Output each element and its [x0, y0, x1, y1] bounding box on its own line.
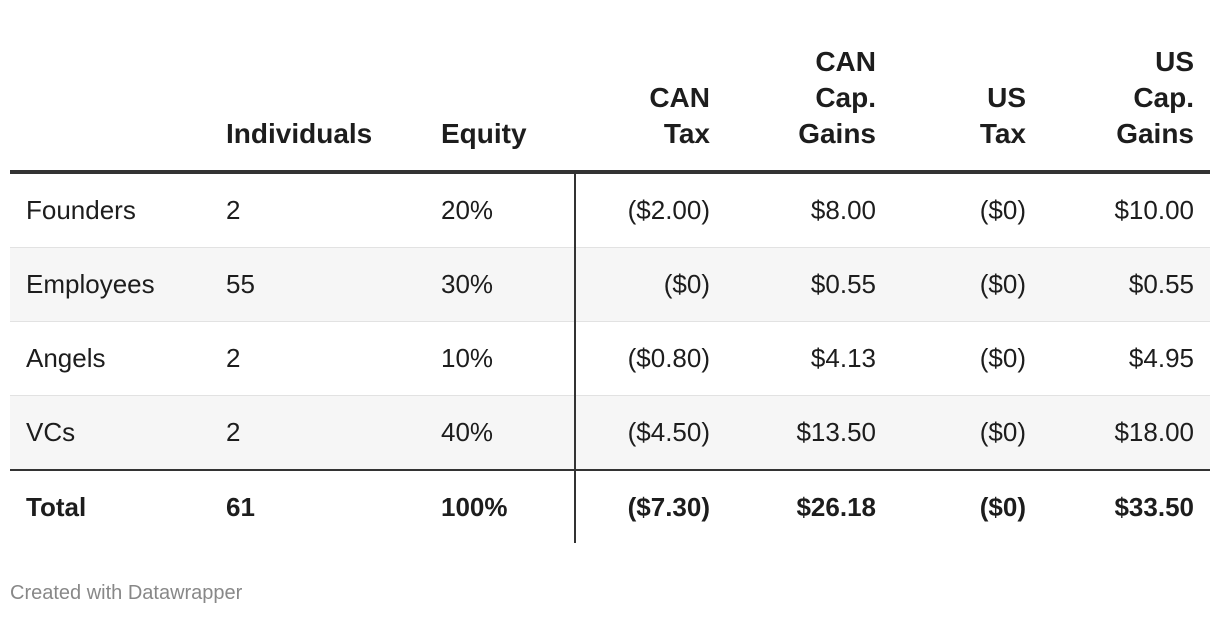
- cell-group: Employees: [10, 247, 210, 322]
- cell-can-tax: ($2.00): [574, 172, 726, 248]
- total-us-cap-gains: $33.50: [1114, 491, 1194, 522]
- data-table: Individuals Equity CAN Tax CAN Cap. Gain…: [10, 44, 1210, 543]
- header-line: Equity: [441, 118, 527, 149]
- table-row: Founders 2 20% ($2.00) $8.00 ($0) $10.00: [10, 172, 1210, 248]
- cell-can-cap-gains: $13.50: [726, 395, 892, 471]
- datawrapper-credit: Created with Datawrapper: [10, 582, 243, 604]
- header-line: Cap.: [1133, 82, 1194, 113]
- header-line: Gains: [1116, 118, 1194, 149]
- header-equity: Equity: [425, 44, 575, 174]
- header-line: US: [1155, 46, 1194, 77]
- cell-us-tax: ($0): [892, 321, 1042, 396]
- table-body: Founders 2 20% ($2.00) $8.00 ($0) $10.00…: [10, 172, 1210, 471]
- table-row: VCs 2 40% ($4.50) $13.50 ($0) $18.00: [10, 395, 1210, 471]
- header-line: Individuals: [226, 118, 373, 149]
- cell-us-tax: ($0): [892, 395, 1042, 471]
- cell-individuals: 55: [210, 247, 425, 322]
- cell-individuals: 2: [210, 321, 425, 396]
- header-individuals: Individuals: [210, 44, 425, 174]
- cell-can-tax: ($4.50): [574, 395, 726, 471]
- cell-equity: 40%: [425, 395, 575, 471]
- cell-group: VCs: [10, 395, 210, 471]
- total-row: Total 61 100% ($7.30) $26.18 ($0) $33.50: [10, 470, 1210, 543]
- header-line: Tax: [663, 118, 710, 149]
- data-table-container: Individuals Equity CAN Tax CAN Cap. Gain…: [10, 44, 1210, 543]
- cell-equity: 30%: [425, 247, 575, 322]
- cell-us-cap-gains: $0.55: [1042, 247, 1210, 322]
- cell-us-cap-gains: $18.00: [1042, 395, 1210, 471]
- total-label: Total: [26, 491, 87, 522]
- header-row: Individuals Equity CAN Tax CAN Cap. Gain…: [10, 44, 1210, 174]
- header-line: US: [987, 82, 1026, 113]
- header-us-cap-gains: US Cap. Gains: [1042, 44, 1210, 174]
- header-line: Cap.: [815, 82, 876, 113]
- cell-can-tax: ($0): [574, 247, 726, 322]
- total-individuals: 61: [226, 491, 255, 522]
- cell-us-tax: ($0): [892, 247, 1042, 322]
- total-can-tax: ($7.30): [574, 470, 726, 543]
- cell-equity: 10%: [425, 321, 575, 396]
- total-can-cap-gains: $26.18: [796, 491, 876, 522]
- header-can-tax: CAN Tax: [575, 44, 726, 174]
- header-line: CAN: [649, 82, 710, 113]
- header-line: Gains: [798, 118, 876, 149]
- cell-can-cap-gains: $8.00: [726, 172, 892, 248]
- cell-us-cap-gains: $10.00: [1042, 172, 1210, 248]
- header-group: [10, 44, 210, 174]
- total-equity: 100%: [441, 491, 508, 522]
- table-row: Angels 2 10% ($0.80) $4.13 ($0) $4.95: [10, 321, 1210, 396]
- header-line: CAN: [815, 46, 876, 77]
- cell-can-tax: ($0.80): [574, 321, 726, 396]
- total-us-tax: ($0): [979, 491, 1026, 522]
- table-row: Employees 55 30% ($0) $0.55 ($0) $0.55: [10, 247, 1210, 322]
- cell-group: Angels: [10, 321, 210, 396]
- cell-equity: 20%: [425, 172, 575, 248]
- cell-individuals: 2: [210, 395, 425, 471]
- header-can-cap-gains: CAN Cap. Gains: [726, 44, 892, 174]
- cell-group: Founders: [10, 172, 210, 248]
- cell-us-cap-gains: $4.95: [1042, 321, 1210, 396]
- table-header: Individuals Equity CAN Tax CAN Cap. Gain…: [10, 44, 1210, 174]
- cell-can-cap-gains: $4.13: [726, 321, 892, 396]
- cell-individuals: 2: [210, 172, 425, 248]
- header-us-tax: US Tax: [892, 44, 1042, 174]
- cell-us-tax: ($0): [892, 172, 1042, 248]
- header-line: Tax: [979, 118, 1026, 149]
- table-footer: Total 61 100% ($7.30) $26.18 ($0) $33.50: [10, 470, 1210, 543]
- cell-can-cap-gains: $0.55: [726, 247, 892, 322]
